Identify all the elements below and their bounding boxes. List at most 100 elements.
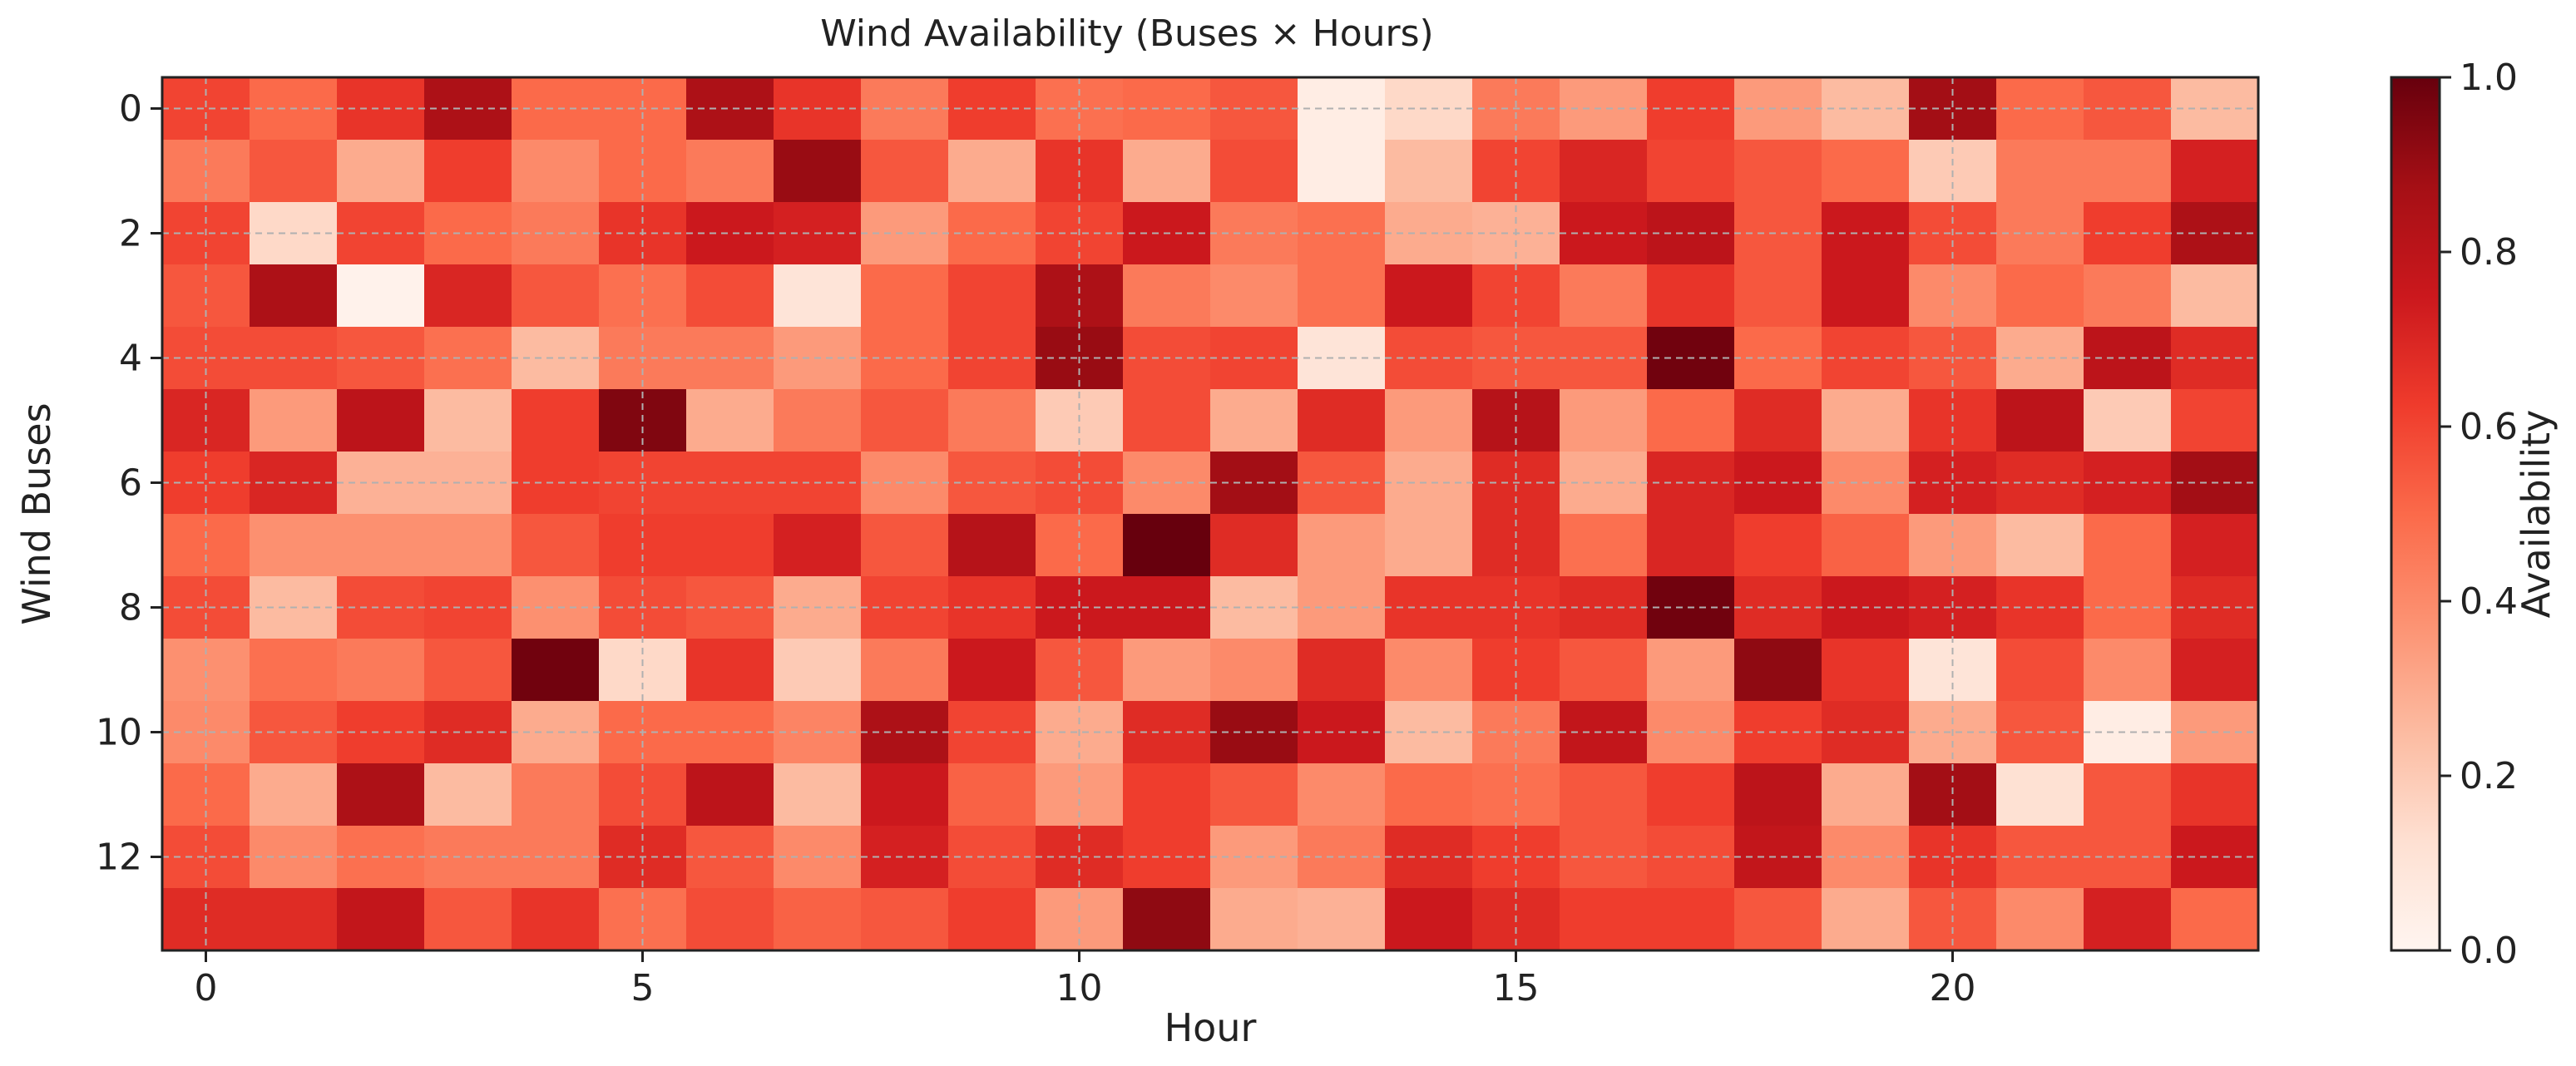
heatmap-cell bbox=[1385, 264, 1473, 328]
heatmap-cell bbox=[2084, 763, 2172, 827]
heatmap-cell bbox=[250, 514, 338, 577]
heatmap-cell bbox=[1210, 639, 1298, 702]
heatmap-cell bbox=[774, 639, 862, 702]
heatmap-cell bbox=[1036, 264, 1124, 328]
heatmap-cell bbox=[424, 639, 512, 702]
heatmap-cell bbox=[1734, 389, 1822, 452]
heatmap-cell bbox=[1996, 389, 2084, 452]
heatmap-cell bbox=[774, 140, 862, 203]
colorbar-tick-label: 0.2 bbox=[2460, 755, 2518, 797]
heatmap-cell bbox=[774, 389, 862, 452]
heatmap-cell bbox=[337, 514, 425, 577]
y-tick-label: 10 bbox=[96, 712, 142, 754]
heatmap-cell bbox=[1210, 389, 1298, 452]
heatmap-cell bbox=[1385, 639, 1473, 702]
heatmap-cell bbox=[1734, 639, 1822, 702]
heatmap-cell bbox=[1123, 514, 1211, 577]
heatmap-cell bbox=[1123, 264, 1211, 328]
x-axis-label: Hour bbox=[1164, 1005, 1257, 1050]
heatmap-cell bbox=[1996, 639, 2084, 702]
heatmap-cell bbox=[686, 264, 774, 328]
heatmap-cell bbox=[2084, 264, 2172, 328]
heatmap-cell bbox=[512, 140, 600, 203]
heatmap-cell bbox=[1734, 140, 1822, 203]
heatmap-cell bbox=[1734, 763, 1822, 827]
colorbar bbox=[2390, 76, 2441, 952]
heatmap-cell bbox=[2171, 888, 2259, 951]
heatmap-cell bbox=[1298, 389, 1386, 452]
heatmap-cell bbox=[1822, 140, 1910, 203]
heatmap-cell bbox=[1647, 514, 1735, 577]
heatmap-cell bbox=[512, 264, 600, 328]
heatmap-cell bbox=[686, 140, 774, 203]
heatmap-cell bbox=[1560, 888, 1648, 951]
plot-frame bbox=[161, 76, 2260, 952]
heatmap-cell bbox=[424, 763, 512, 827]
heatmap-cell bbox=[1822, 888, 1910, 951]
heatmap-cell bbox=[2084, 514, 2172, 577]
heatmap-cell bbox=[1996, 888, 2084, 951]
heatmap-cell bbox=[1298, 514, 1386, 577]
heatmap-cell bbox=[1822, 514, 1910, 577]
heatmap-cell bbox=[686, 763, 774, 827]
heatmap-cell bbox=[948, 264, 1036, 328]
heatmap-cell bbox=[1996, 763, 2084, 827]
colorbar-tick-label: 0.0 bbox=[2460, 930, 2518, 972]
x-tick-label: 20 bbox=[1930, 967, 1976, 1009]
y-tick-label: 12 bbox=[96, 837, 142, 879]
colorbar-tick-label: 1.0 bbox=[2460, 57, 2518, 99]
heatmap-cell bbox=[948, 140, 1036, 203]
heatmap-cells bbox=[162, 77, 2259, 951]
heatmap-cell bbox=[337, 763, 425, 827]
heatmap-cell bbox=[1385, 140, 1473, 203]
heatmap-cell bbox=[861, 389, 949, 452]
heatmap-cell bbox=[1647, 639, 1735, 702]
heatmap-cell bbox=[1822, 264, 1910, 328]
heatmap-cell bbox=[1385, 888, 1473, 951]
heatmap-cell bbox=[512, 389, 600, 452]
colorbar-tick-label: 0.6 bbox=[2460, 406, 2518, 448]
heatmap-cell bbox=[424, 389, 512, 452]
heatmap-cell bbox=[1385, 389, 1473, 452]
heatmap-cell bbox=[337, 389, 425, 452]
heatmap-cell bbox=[1560, 264, 1648, 328]
y-tick-label: 8 bbox=[119, 587, 142, 629]
heatmap-cell bbox=[774, 514, 862, 577]
heatmap-cell bbox=[1298, 763, 1386, 827]
heatmap-cell bbox=[861, 763, 949, 827]
heatmap-cell bbox=[599, 264, 687, 328]
heatmap-cell bbox=[250, 389, 338, 452]
heatmap-cell bbox=[1647, 763, 1735, 827]
y-tick-label: 0 bbox=[119, 88, 142, 131]
heatmap-cell bbox=[1298, 140, 1386, 203]
heatmap-cell bbox=[1822, 389, 1910, 452]
heatmap-cell bbox=[948, 888, 1036, 951]
heatmap-cell bbox=[512, 639, 600, 702]
heatmap-cell bbox=[1210, 888, 1298, 951]
x-tick-label: 10 bbox=[1056, 967, 1103, 1009]
heatmap-cell bbox=[1123, 389, 1211, 452]
chart-title: Wind Availability (Buses × Hours) bbox=[820, 12, 1433, 55]
heatmap-cell bbox=[512, 888, 600, 951]
y-tick-label: 6 bbox=[119, 462, 142, 505]
heatmap-cell bbox=[250, 264, 338, 328]
heatmap-cell bbox=[948, 514, 1036, 577]
heatmap-cell bbox=[1210, 514, 1298, 577]
heatmap-cell bbox=[250, 140, 338, 203]
heatmap-cell bbox=[1298, 264, 1386, 328]
heatmap-cell bbox=[1560, 389, 1648, 452]
heatmap-cell bbox=[774, 264, 862, 328]
y-axis-ticks: 0 2 4 6 8 10 12 bbox=[96, 88, 162, 879]
heatmap-cell bbox=[948, 763, 1036, 827]
heatmap-cell bbox=[861, 888, 949, 951]
heatmap-cell bbox=[2171, 763, 2259, 827]
heatmap-cell bbox=[861, 639, 949, 702]
colorbar-tick-label: 0.4 bbox=[2460, 580, 2518, 623]
heatmap-cell bbox=[1734, 514, 1822, 577]
heatmap-cell bbox=[1560, 140, 1648, 203]
heatmap-cell bbox=[250, 888, 338, 951]
heatmap-cell bbox=[1298, 639, 1386, 702]
heatmap-cell bbox=[337, 140, 425, 203]
x-tick-label: 5 bbox=[631, 967, 655, 1009]
heatmap-cell bbox=[337, 888, 425, 951]
